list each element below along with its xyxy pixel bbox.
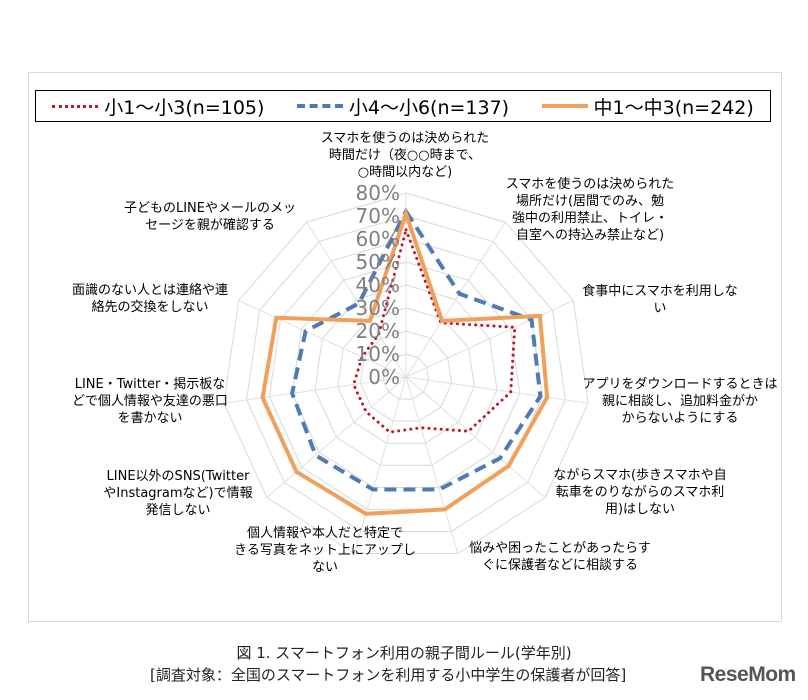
category-label: アプリをダウンロードするときは 親に相談し、追加料金がか からないようにする bbox=[582, 377, 778, 426]
survey-note: [調査対象：全国のスマートフォンを利用する小中学生の保護者が回答] bbox=[150, 666, 627, 684]
tick-label: 10% bbox=[355, 342, 400, 366]
chart-frame bbox=[28, 72, 782, 622]
category-label: ながらスマホ(歩きスマホや自 転車をのりながらのスマホ利 用)はしない bbox=[553, 468, 727, 517]
category-label: スマホを使うのは決められた 場所だけ(居間でのみ、勉 強中の利用禁止、トイレ・ … bbox=[505, 177, 675, 243]
legend-item-elementary-upper: 小4～小6(n=137) bbox=[296, 93, 510, 120]
category-label: 個人情報や本人だと特定で きる写真をネット上にアップし ない bbox=[234, 526, 416, 575]
dotted-line-swatch-icon bbox=[52, 104, 99, 108]
category-label: 子どものLINEやメールのメッ セージを親が確認する bbox=[123, 201, 296, 233]
radar-grid bbox=[223, 192, 589, 555]
tick-label: 20% bbox=[355, 319, 400, 343]
series-line-0 bbox=[352, 224, 517, 434]
solid-line-swatch-icon bbox=[541, 104, 588, 108]
tick-label: 30% bbox=[355, 296, 400, 320]
tick-label: 0% bbox=[368, 365, 400, 389]
tick-label: 40% bbox=[355, 273, 400, 297]
legend-item-junior-high: 中1～中3(n=242) bbox=[541, 93, 754, 120]
tick-label: 50% bbox=[355, 250, 400, 274]
category-label: 食事中にスマホを利用しな い bbox=[582, 284, 738, 316]
resemom-logo: ReseMom bbox=[700, 663, 796, 686]
dashed-line-swatch-icon bbox=[296, 104, 343, 108]
category-label: LINE以外のSNS(Twitter やInstagramなど)で情報 発信しな… bbox=[103, 469, 253, 518]
legend: 小1～小3(n=105) 小4～小6(n=137) 中1～中3(n=242) bbox=[35, 90, 771, 122]
legend-label: 小4～小6(n=137) bbox=[348, 96, 510, 119]
legend-label: 小1～小3(n=105) bbox=[104, 96, 265, 119]
series-line-2 bbox=[260, 207, 550, 516]
legend-item-elementary-lower: 小1～小3(n=105) bbox=[52, 93, 264, 120]
radar-series bbox=[260, 207, 550, 516]
tick-label: 70% bbox=[355, 204, 400, 228]
figure-caption: 図 1. スマートフォン利用の親子間ルール(学年別) bbox=[236, 644, 572, 662]
tick-label: 60% bbox=[355, 227, 400, 251]
category-label: 悩みや困ったことがあったらす ぐに保護者などに相談する bbox=[469, 541, 651, 573]
category-label: 面識のない人とは連絡や連 絡先の交換をしない bbox=[71, 283, 228, 315]
category-label: LINE・Twitter・掲示板な どで個人情報や友達の悪口 を書かない bbox=[72, 377, 228, 426]
legend-label: 中1～中3(n=242) bbox=[593, 96, 754, 119]
tick-label: 80% bbox=[355, 181, 400, 205]
category-label: スマホを使うのは決められた 時間だけ（夜○○時まで、 ○時間以内など) bbox=[320, 131, 490, 180]
